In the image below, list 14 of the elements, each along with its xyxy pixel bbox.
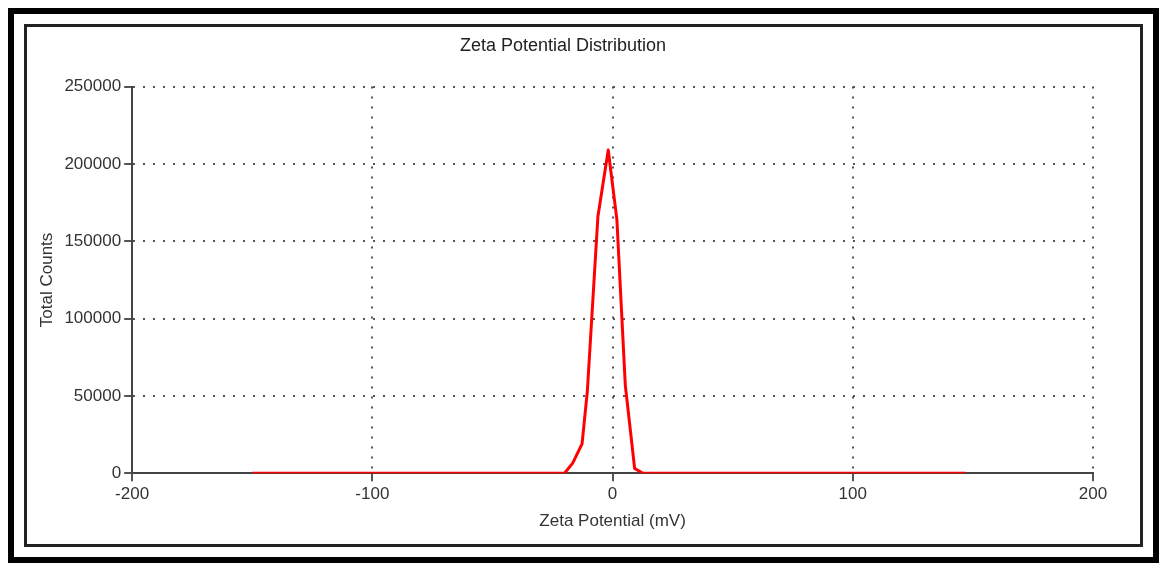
- x-tick-label: 0: [607, 484, 618, 504]
- y-tick-label: 0: [111, 462, 122, 482]
- y-tick-label: 100000: [64, 308, 122, 328]
- x-tick-label: -200: [115, 484, 150, 504]
- y-tick-label: 200000: [64, 153, 122, 173]
- x-tick-label: 200: [1078, 484, 1108, 504]
- y-axis-title: Total Counts: [36, 232, 56, 328]
- y-tick-label: 250000: [64, 76, 122, 96]
- x-axis-title: Zeta Potential (mV): [539, 511, 686, 531]
- y-tick-label: 50000: [73, 385, 122, 405]
- x-tick-label: -100: [355, 484, 390, 504]
- chart-title: Zeta Potential Distribution: [459, 34, 667, 55]
- x-tick-label: 100: [838, 484, 867, 504]
- y-tick-label: 150000: [64, 230, 122, 250]
